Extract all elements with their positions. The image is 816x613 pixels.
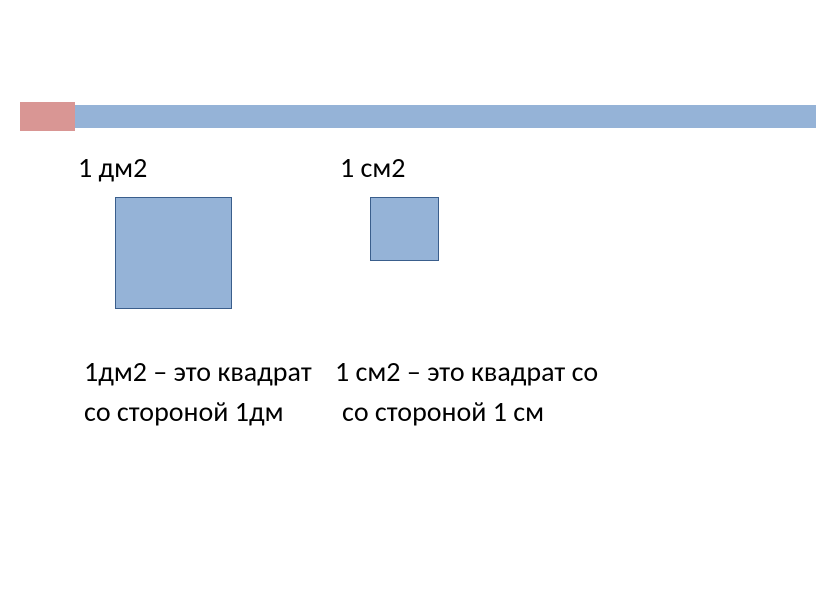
cm-square [370, 197, 439, 261]
title-band [75, 105, 816, 128]
right-caption-line2: со стороной 1 см [342, 394, 544, 429]
left-unit-label: 1 дм2 [78, 150, 147, 185]
accent-tab [20, 102, 75, 131]
dm-square [115, 197, 232, 309]
right-unit-label: 1 см2 [340, 150, 406, 185]
left-caption-line2: со стороной 1дм [84, 394, 284, 429]
right-caption-line1: 1 см2 – это квадрат со [335, 354, 598, 389]
left-caption-line1: 1дм2 – это квадрат [84, 354, 312, 389]
